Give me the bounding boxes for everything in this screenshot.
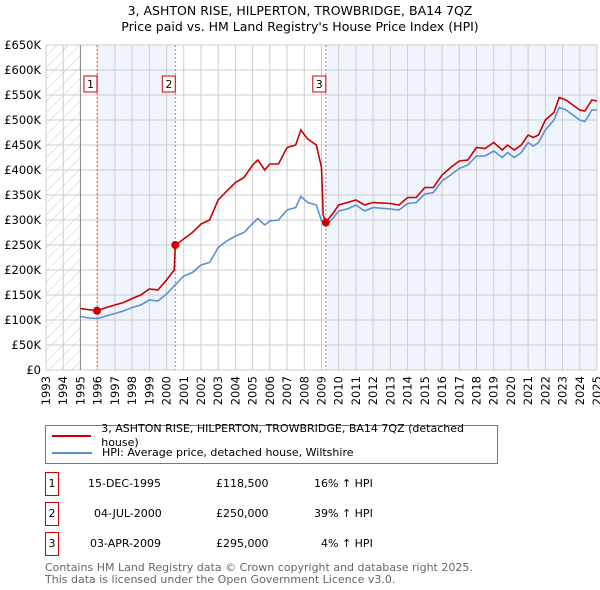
legend-swatch-blue	[52, 452, 92, 454]
y-tick-label: £100K	[4, 313, 41, 327]
sale-row: 2 04-JUL-2000 £250,000 39% ↑ HPI	[45, 502, 445, 526]
sale-date: 15-DEC-1995	[88, 477, 162, 490]
x-tick-label: 2014	[401, 376, 415, 405]
x-tick-label: 2019	[487, 376, 501, 405]
sale-label-box	[312, 75, 327, 93]
x-tick-label: 2016	[435, 376, 449, 405]
legend: 3, ASHTON RISE, HILPERTON, TROWBRIDGE, B…	[45, 422, 498, 464]
sale-point	[171, 241, 180, 249]
x-tick-label: 2012	[366, 376, 380, 405]
legend-label: HPI: Average price, detached house, Wilt…	[102, 446, 354, 459]
x-tick-label: 2025	[590, 376, 600, 405]
x-tick-label: 2010	[332, 376, 346, 405]
x-tick-label: 2002	[194, 376, 208, 405]
x-tick-label: 2011	[349, 376, 363, 405]
legend-swatch-red	[52, 435, 92, 437]
sale-label: 2	[165, 78, 172, 91]
x-tick-label: 2024	[573, 376, 587, 405]
ownership-shade	[325, 45, 597, 370]
sale-label: 1	[87, 78, 94, 91]
x-tick-label: 2023	[556, 376, 570, 405]
ownership-shade	[96, 45, 176, 370]
y-tick-label: £0	[26, 363, 41, 377]
sale-hpi: 16% ↑ HPI	[314, 477, 373, 490]
y-tick-label: £300K	[4, 213, 41, 227]
y-tick-label: £250K	[4, 238, 41, 252]
y-tick-label: £600K	[4, 63, 41, 77]
x-tick-label: 2000	[160, 376, 174, 405]
series-line	[80, 106, 597, 320]
sale-label-box	[83, 75, 98, 93]
sale-hpi: 39% ↑ HPI	[314, 507, 373, 520]
sale-price: £118,500	[216, 477, 269, 490]
sale-marker-box: 3	[45, 532, 59, 556]
sale-point	[92, 306, 101, 315]
x-tick-label: 1997	[108, 376, 122, 405]
x-tick-label: 2015	[418, 376, 432, 405]
legend-item-property: 3, ASHTON RISE, HILPERTON, TROWBRIDGE, B…	[52, 422, 497, 449]
x-tick-label: 2021	[521, 376, 535, 405]
x-tick-label: 2008	[297, 376, 311, 405]
sale-date: 03-APR-2009	[90, 537, 162, 550]
x-tick-label: 2013	[383, 376, 397, 405]
x-tick-label: 2007	[280, 376, 294, 405]
sale-price: £250,000	[216, 507, 269, 520]
y-tick-label: £500K	[4, 113, 41, 127]
x-tick-label: 2009	[315, 376, 329, 405]
x-tick-label: 1994	[56, 376, 70, 405]
x-tick-label: 2022	[538, 376, 552, 405]
sale-label: 3	[316, 78, 323, 91]
y-tick-label: £50K	[12, 338, 42, 352]
chart-title: 3, ASHTON RISE, HILPERTON, TROWBRIDGE, B…	[127, 3, 473, 18]
y-tick-label: £550K	[4, 88, 41, 102]
x-tick-label: 2003	[211, 376, 225, 405]
y-tick-label: £150K	[4, 288, 41, 302]
sale-hpi: 4% ↑ HPI	[321, 537, 373, 550]
footer-licence: This data is licensed under the Open Gov…	[45, 573, 396, 586]
y-tick-label: £350K	[4, 188, 41, 202]
y-tick-label: £200K	[4, 263, 41, 277]
sale-label-box	[161, 75, 176, 93]
price-chart: £0 £50K £100K £150K £200K £250K £300K £350K £400…	[4, 38, 600, 405]
sale-row: 3 03-APR-2009 £295,000 4% ↑ HPI	[45, 532, 445, 556]
x-tick-label: 1999	[142, 376, 156, 405]
x-tick-label: 1995	[73, 376, 87, 405]
x-tick-label: 2004	[228, 376, 242, 405]
y-tick-label: £400K	[4, 163, 41, 177]
sale-row: 1 15-DEC-1995 £118,500 16% ↑ HPI	[45, 472, 445, 496]
x-tick-label: 2020	[504, 376, 518, 405]
x-tick-label: 1998	[125, 376, 139, 405]
x-tick-label: 2006	[263, 376, 277, 405]
footer-copyright: Contains HM Land Registry data © Crown c…	[45, 561, 473, 574]
x-tick-label: 2017	[452, 376, 466, 405]
x-tick-label: 1993	[39, 376, 53, 405]
sale-marker-box: 2	[45, 502, 59, 526]
x-tick-label: 2018	[469, 376, 483, 405]
sale-date: 04-JUL-2000	[94, 507, 162, 520]
x-tick-label: 2001	[177, 376, 191, 405]
y-tick-label: £650K	[4, 38, 41, 52]
sale-marker-box: 1	[45, 472, 59, 496]
y-tick-label: £450K	[4, 138, 41, 152]
legend-label: 3, ASHTON RISE, HILPERTON, TROWBRIDGE, B…	[101, 422, 464, 449]
sale-price: £295,000	[216, 537, 269, 550]
x-tick-label: 2005	[246, 376, 260, 405]
chart-subtitle: Price paid vs. HM Land Registry's House …	[121, 19, 479, 34]
legend-item-hpi: HPI: Average price, detached house, Wilt…	[52, 445, 354, 461]
sale-point	[321, 218, 330, 227]
x-tick-label: 1996	[91, 376, 105, 405]
